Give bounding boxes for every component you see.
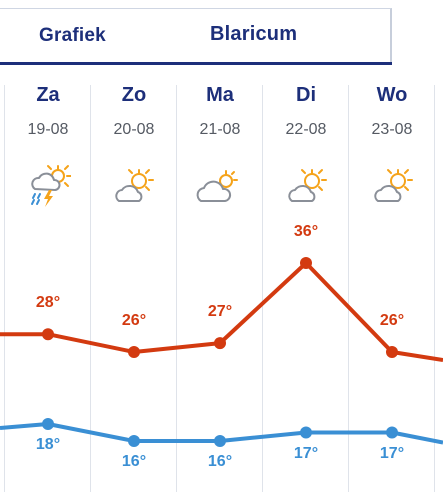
day-date: 21-08 xyxy=(199,121,241,138)
day-name: Zo xyxy=(121,84,147,106)
day-name: Di xyxy=(296,84,316,106)
min-temp-point xyxy=(128,435,140,447)
max-temp-point xyxy=(42,328,54,341)
min-temp-label: 18° xyxy=(35,436,61,453)
tab-grafiek[interactable]: Grafiek xyxy=(39,25,106,46)
day-name: Za xyxy=(36,84,60,106)
max-temp-label: 26° xyxy=(121,312,147,329)
min-temp-label: 16° xyxy=(121,453,147,470)
max-temp-label: 26° xyxy=(379,312,405,329)
cloud-sun-thunder-rain-icon xyxy=(31,165,71,207)
max-temp-point xyxy=(128,346,140,358)
column-divider xyxy=(4,85,5,492)
column-divider xyxy=(90,85,91,492)
max-temp-point xyxy=(300,257,312,269)
column-divider xyxy=(176,85,177,492)
min-temp-point xyxy=(214,435,226,447)
day-name: Wo xyxy=(376,84,408,106)
cloud-with-sun-icon xyxy=(196,170,238,202)
sun-behind-cloud-icon xyxy=(115,169,154,202)
min-temp-label: 16° xyxy=(207,453,233,470)
tab-bar: Grafiek Blaricum xyxy=(0,8,392,62)
sun-behind-cloud-icon xyxy=(288,169,327,202)
day-date: 23-08 xyxy=(371,121,413,138)
min-temp-point xyxy=(42,418,54,430)
max-temp-point xyxy=(214,337,226,350)
day-date: 22-08 xyxy=(285,121,327,138)
min-temp-point xyxy=(300,426,312,439)
max-temp-label: 36° xyxy=(293,223,319,240)
tab-underline xyxy=(0,62,392,65)
min-temp-label: 17° xyxy=(379,444,405,462)
min-temp-label: 17° xyxy=(293,444,319,462)
sun-behind-cloud-icon xyxy=(374,169,413,202)
day-name: Ma xyxy=(206,84,234,106)
day-date: 20-08 xyxy=(113,121,155,138)
tab-location[interactable]: Blaricum xyxy=(210,23,298,45)
column-divider xyxy=(262,85,263,492)
column-divider xyxy=(348,85,349,492)
min-temp-point xyxy=(386,426,398,439)
max-temp-point xyxy=(386,346,398,358)
column-divider xyxy=(434,85,435,492)
max-temp-label: 28° xyxy=(35,294,61,312)
day-date: 19-08 xyxy=(27,121,69,138)
max-temp-label: 27° xyxy=(207,303,233,321)
